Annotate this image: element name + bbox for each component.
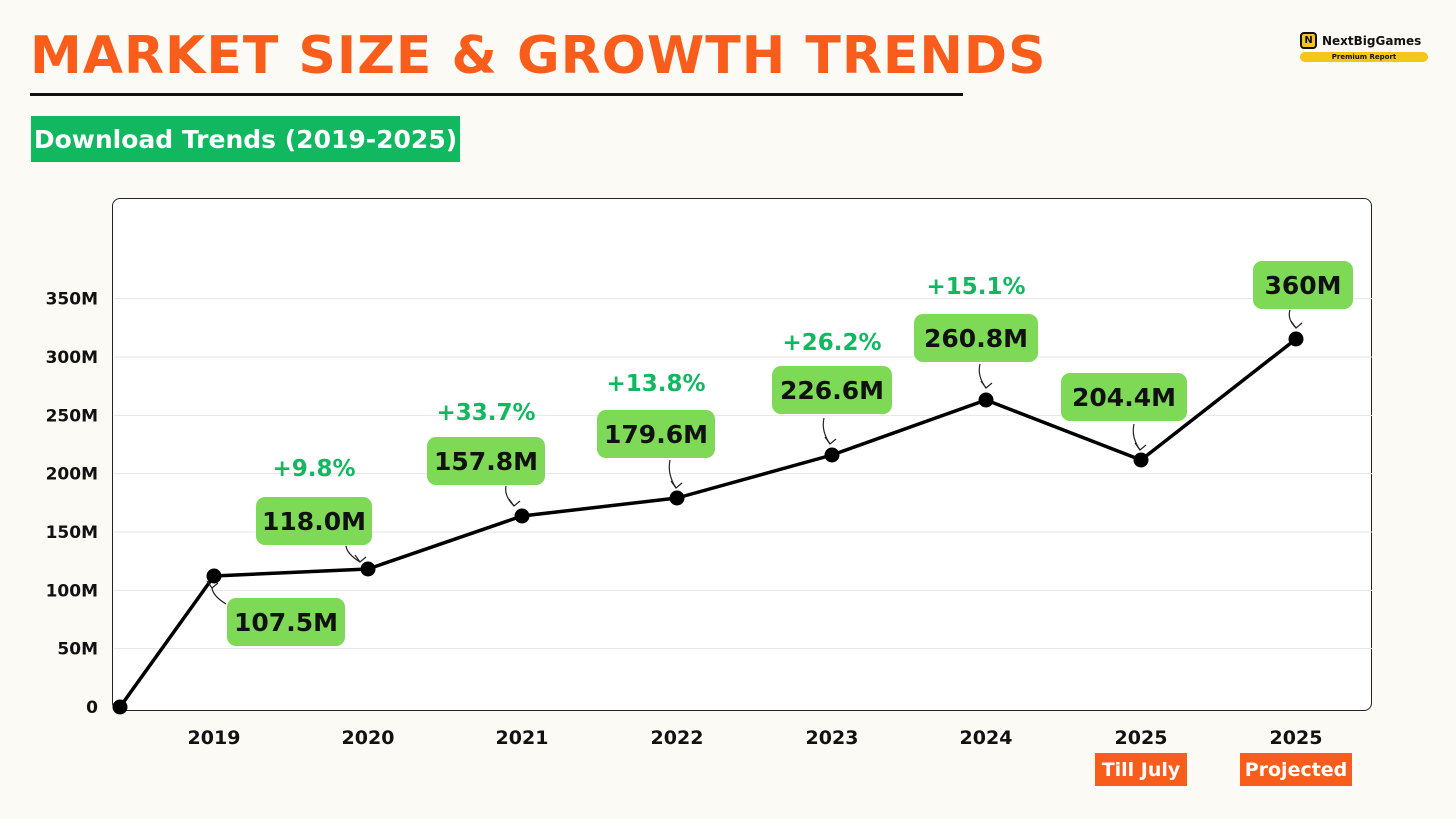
category-tag: Projected — [1240, 753, 1352, 786]
value-label-box — [227, 598, 345, 646]
callout-arrowhead — [1290, 320, 1303, 329]
value-label: 157.8M — [434, 447, 538, 476]
brand-block: N NextBigGames Premium Report — [1300, 32, 1428, 62]
callout-arrow — [211, 587, 227, 605]
value-label: 260.8M — [924, 324, 1028, 353]
value-label: 226.6M — [780, 376, 884, 405]
x-tick-label: 2021 — [496, 727, 549, 749]
value-label-box — [772, 366, 892, 414]
callout-arrow — [345, 545, 361, 563]
value-label: 204.4M — [1072, 383, 1176, 412]
data-point — [1133, 452, 1149, 468]
y-tick-label: 250M — [46, 406, 98, 426]
callout-arrowhead — [508, 498, 521, 507]
callout-arrowhead — [354, 554, 367, 563]
value-label-box — [1061, 373, 1187, 421]
callout-arrowhead — [824, 436, 837, 445]
y-tick-label: 50M — [57, 640, 98, 660]
callout-arrow — [1288, 309, 1297, 329]
data-point — [1288, 331, 1304, 347]
value-label-box — [427, 437, 545, 485]
y-tick-label: 100M — [46, 581, 98, 601]
y-tick-label: 200M — [46, 465, 98, 485]
growth-label: +15.1% — [926, 274, 1025, 300]
callout-arrowhead — [670, 480, 683, 489]
x-tick-label: 2020 — [342, 727, 395, 749]
data-point — [978, 392, 994, 408]
value-label: 107.5M — [234, 608, 338, 637]
data-point — [824, 447, 840, 463]
origin-point — [112, 699, 128, 715]
data-point — [206, 568, 222, 584]
callout-arrowhead — [1134, 442, 1147, 451]
data-point — [360, 561, 376, 577]
x-tick-label: 2023 — [806, 727, 859, 749]
y-tick-label: 0 — [86, 698, 98, 718]
value-label-box — [1253, 261, 1353, 309]
brand-name: NextBigGames — [1322, 33, 1422, 48]
y-tick-label: 300M — [46, 348, 98, 368]
callout-arrow — [505, 485, 515, 507]
growth-label: +9.8% — [272, 456, 355, 482]
callout-arrowhead — [206, 580, 219, 589]
category-tag: Till July — [1095, 753, 1187, 786]
callout-arrowhead — [980, 380, 993, 389]
y-tick-label: 150M — [46, 523, 98, 543]
value-label: 360M — [1264, 271, 1341, 300]
callout-arrow — [978, 363, 987, 389]
growth-label: +33.7% — [436, 400, 535, 426]
x-tick-label: 2019 — [188, 727, 241, 749]
page-title: MARKET SIZE & GROWTH TRENDS — [30, 26, 1047, 86]
growth-label: +26.2% — [782, 330, 881, 356]
x-tick-label: 2022 — [651, 727, 704, 749]
value-label: 118.0M — [262, 507, 366, 536]
x-tick-label: 2025 — [1115, 727, 1168, 749]
title-underline — [30, 93, 963, 96]
x-tick-label: 2025 — [1270, 727, 1323, 749]
value-label-box — [914, 314, 1038, 362]
x-tick-label: 2024 — [960, 727, 1013, 749]
value-label: 179.6M — [604, 420, 708, 449]
y-tick-label: 350M — [46, 290, 98, 310]
data-point — [514, 508, 530, 524]
brand-logo-icon: N — [1300, 32, 1317, 49]
premium-report-badge: Premium Report — [1300, 52, 1428, 62]
data-point — [669, 490, 685, 506]
growth-label: +13.8% — [606, 371, 705, 397]
value-label-box — [256, 497, 372, 545]
value-label-box — [597, 410, 715, 458]
chart-subtitle-badge: Download Trends (2019-2025) — [31, 116, 460, 162]
